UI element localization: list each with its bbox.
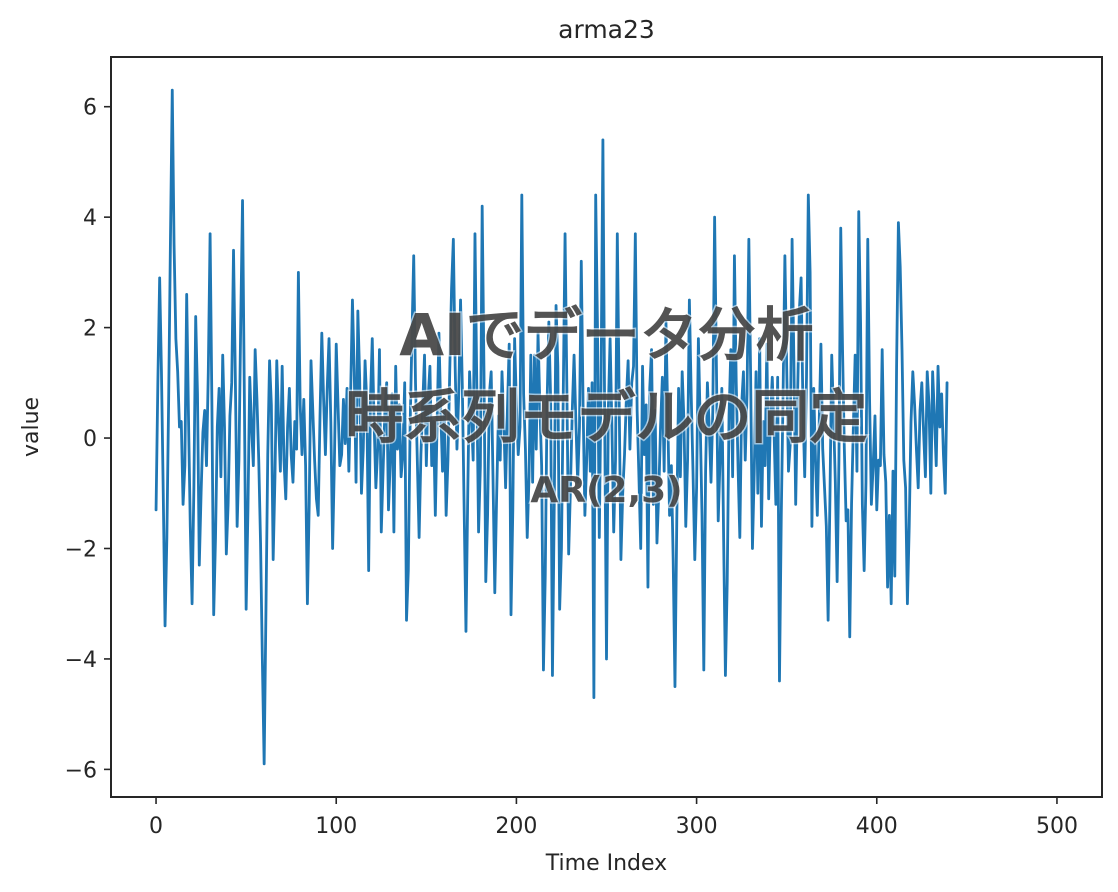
overlay-title-line-1: AIでデータ分析 — [399, 301, 813, 369]
x-tick-label: 300 — [676, 814, 718, 839]
x-tick-label: 400 — [856, 814, 898, 839]
y-axis: −6 −4 −2 0 2 4 6 — [65, 96, 111, 783]
x-tick-label: 500 — [1036, 814, 1078, 839]
y-tick-label: −2 — [65, 537, 97, 562]
x-axis: 0 100 200 300 400 500 — [149, 797, 1078, 839]
plot-area-frame — [110, 56, 1103, 798]
x-tick-label: 200 — [495, 814, 537, 839]
x-tick-label: 0 — [149, 814, 163, 839]
x-axis-title: Time Index — [545, 851, 667, 876]
y-tick-label: 6 — [83, 96, 97, 121]
x-tick-label: 100 — [315, 814, 357, 839]
y-axis-title: value — [19, 397, 44, 457]
overlay-subtitle: AR(2,3) — [530, 470, 682, 511]
y-tick-label: 4 — [83, 206, 97, 231]
y-tick-label: −6 — [65, 758, 97, 783]
overlay-title-line-2: 時系列モデルの同定 — [345, 383, 867, 451]
y-tick-label: 0 — [83, 427, 97, 452]
y-tick-label: −4 — [65, 648, 97, 673]
chart-title: arma23 — [558, 15, 655, 44]
y-tick-label: 2 — [83, 317, 97, 342]
series-line — [154, 88, 949, 766]
